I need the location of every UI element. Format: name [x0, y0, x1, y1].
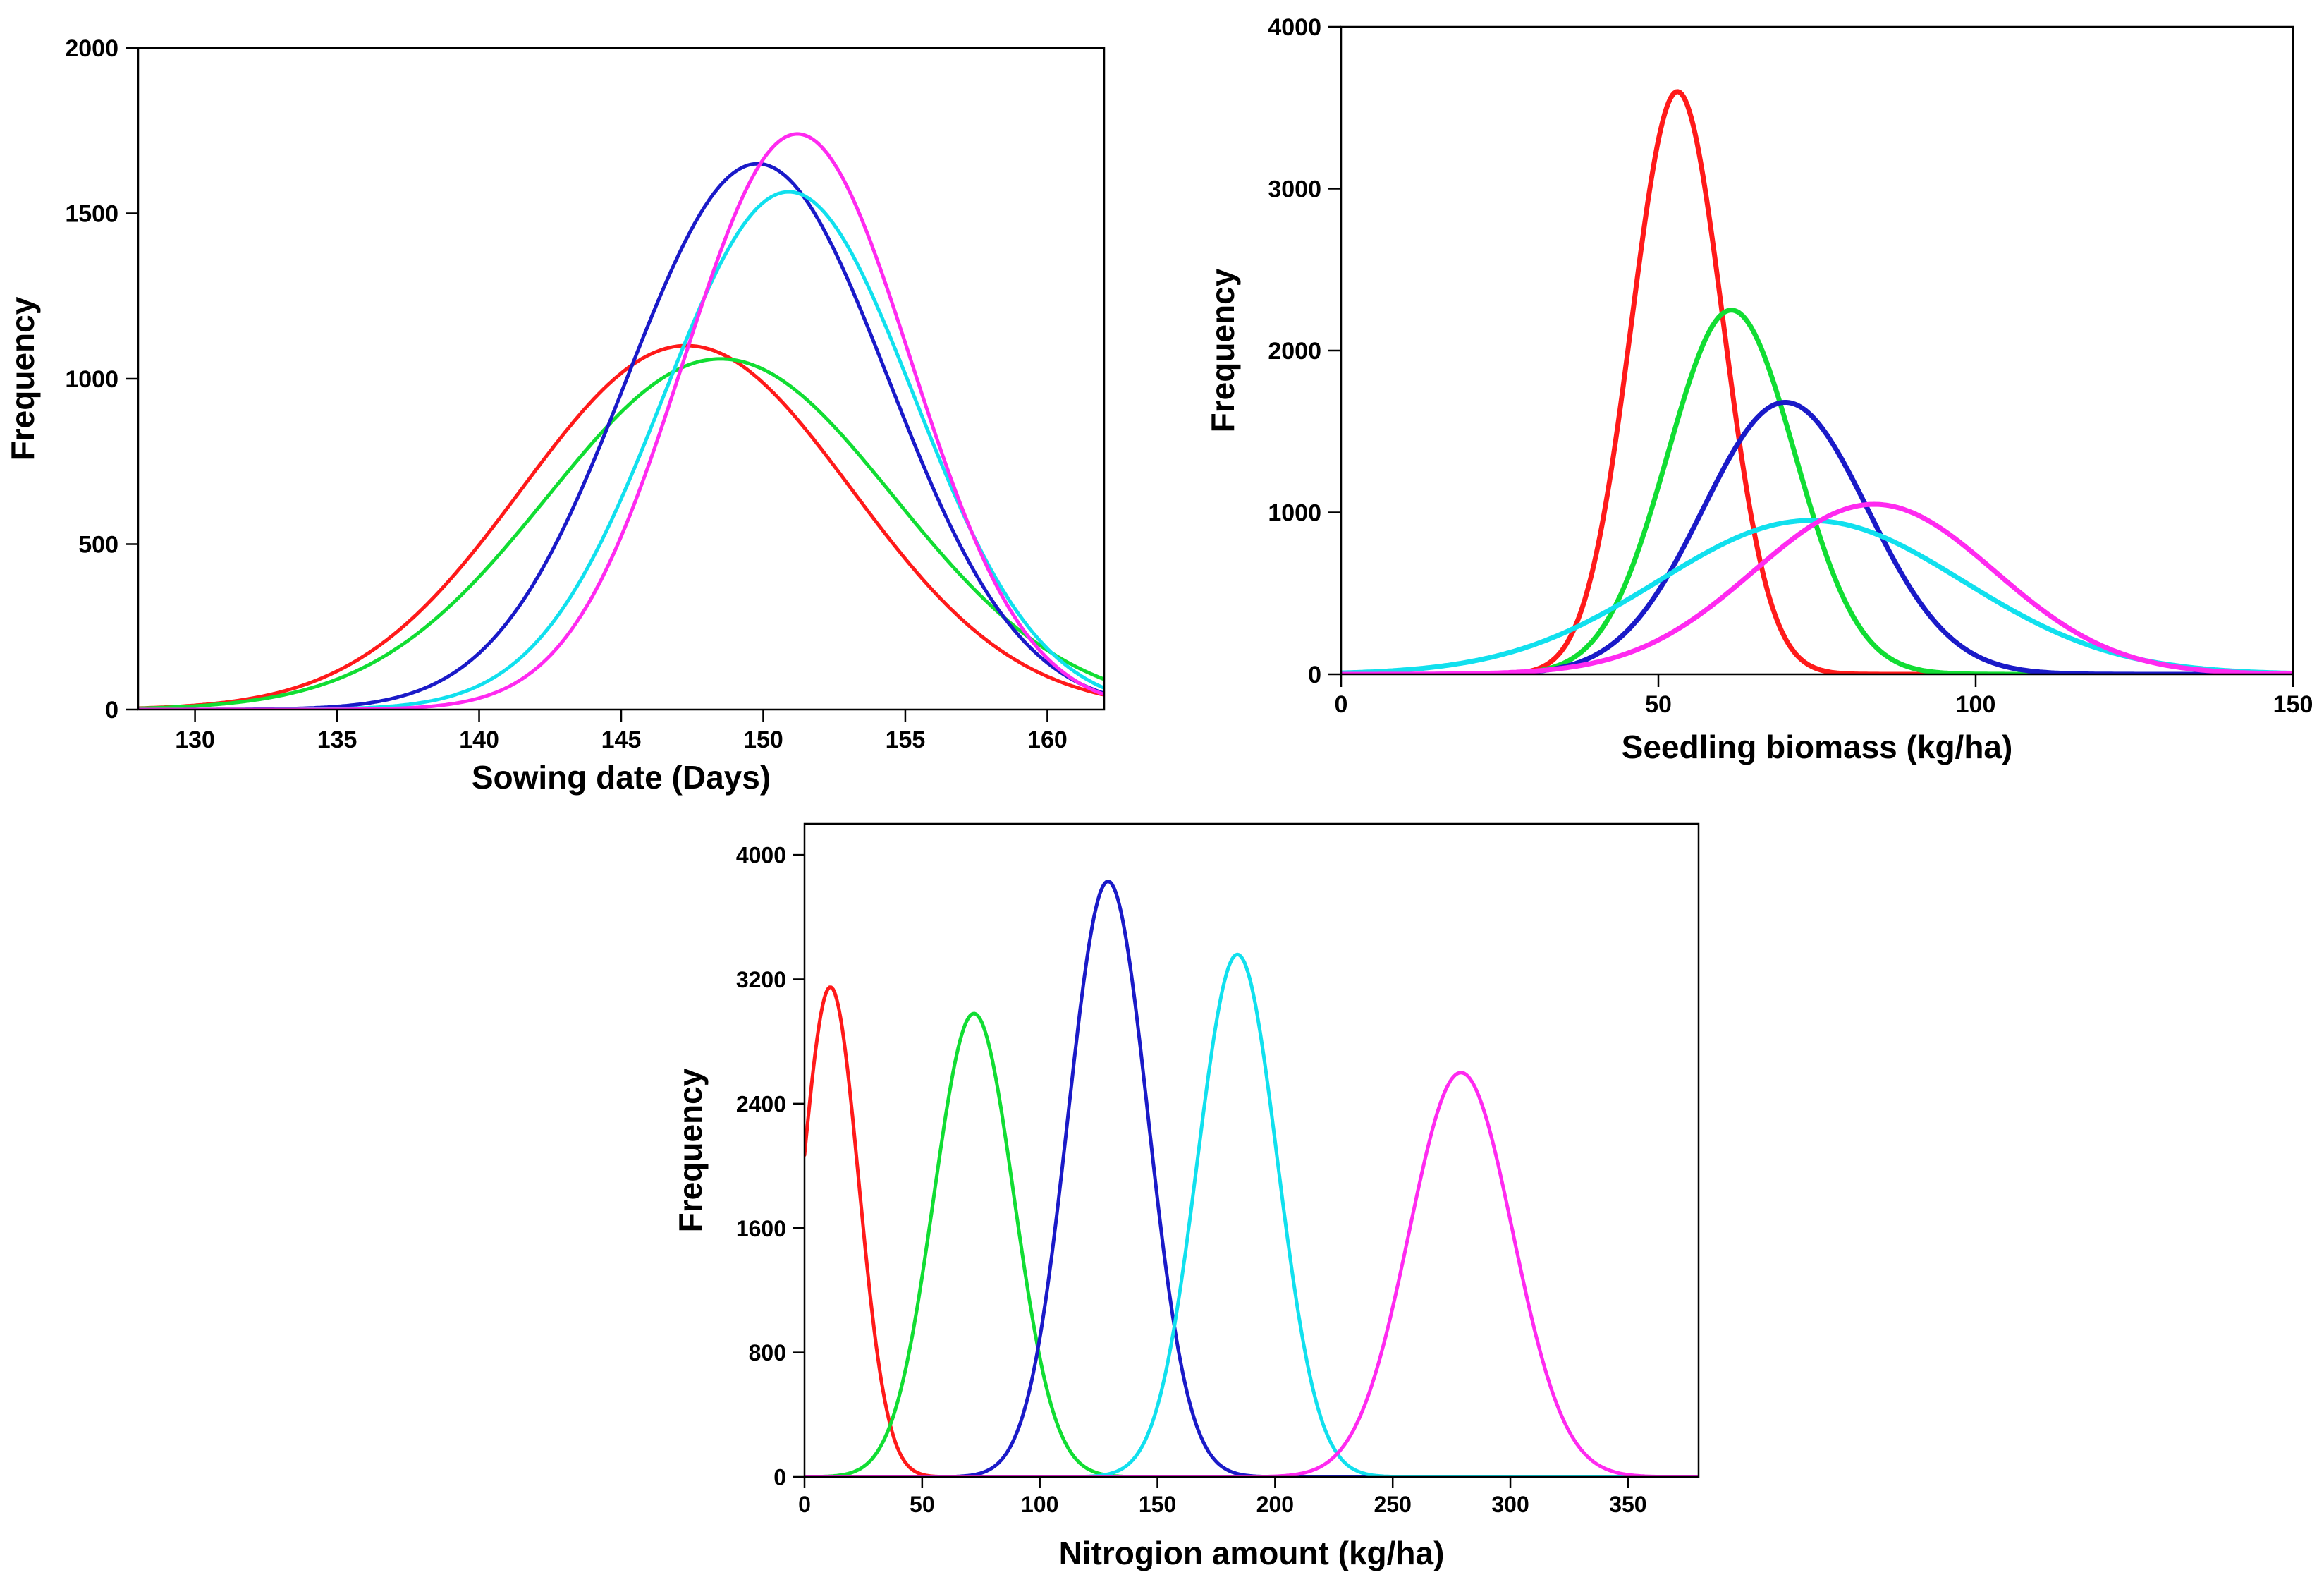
series-group — [138, 132, 1104, 710]
y-tick-label: 4000 — [736, 843, 786, 868]
y-tick-label: 2400 — [736, 1091, 786, 1116]
series-line-green — [1341, 308, 2293, 674]
series-line-green — [805, 1011, 1699, 1477]
plot-frame — [137, 47, 1106, 711]
x-tick-label: 250 — [1374, 1492, 1412, 1517]
y-tick-label: 0 — [1308, 662, 1321, 688]
x-tick-label: 50 — [1645, 691, 1672, 718]
series-line-magenta — [1341, 501, 2293, 674]
series-line-magenta — [805, 1071, 1699, 1477]
y-tick-label: 2000 — [1268, 338, 1321, 365]
series-group — [805, 880, 1699, 1477]
x-tick-label: 140 — [459, 726, 499, 753]
y-tick-label: 3000 — [1268, 176, 1321, 203]
y-tick-label: 500 — [78, 532, 118, 559]
x-tick-label: 160 — [1027, 726, 1068, 753]
y-axis-title: Frequency — [4, 296, 41, 461]
plot-frame — [803, 822, 1700, 1478]
series-line-cyan — [1341, 518, 2293, 674]
x-axis-title: Sowing date (Days) — [472, 759, 771, 796]
x-tick-label: 0 — [798, 1492, 811, 1517]
y-tick-label: 3200 — [736, 967, 786, 992]
x-tick-label: 100 — [1956, 691, 1996, 718]
series-line-blue — [1341, 400, 2293, 674]
plot-frame — [1340, 25, 2294, 676]
series-line-cyan — [138, 190, 1104, 710]
x-tick-label: 350 — [1609, 1492, 1646, 1517]
series-line-green — [138, 357, 1104, 710]
y-axis-title: Frequency — [1204, 268, 1241, 432]
x-tick-label: 0 — [1335, 691, 1348, 718]
x-tick-label: 200 — [1256, 1492, 1294, 1517]
series-line-magenta — [138, 132, 1104, 710]
y-axis-title: Frequency — [672, 1068, 709, 1232]
series-line-blue — [805, 880, 1699, 1477]
y-tick-label: 2000 — [65, 35, 118, 62]
series-line-red — [805, 985, 1699, 1477]
x-tick-label: 135 — [317, 726, 357, 753]
y-tick-label: 0 — [773, 1465, 786, 1490]
seedling-biomass-chart: 0 50 100 150 0 1000 2000 3000 4000 Seedling bioma… — [1204, 14, 2313, 765]
nitrogen-amount-chart: 0 50 100 150 200 250 300 350 0 800 1600 2400 3200 400… — [672, 822, 1700, 1571]
y-tick-label: 1000 — [65, 366, 118, 393]
series-line-blue — [138, 162, 1104, 710]
sowing-date-chart: 130 135 140 145 150 155 160 0 500 1000 1500 2000 Sow… — [4, 35, 1106, 796]
y-tick-label: 1000 — [1268, 500, 1321, 527]
x-tick-label: 50 — [910, 1492, 935, 1517]
x-tick-label: 155 — [886, 726, 926, 753]
x-tick-label: 150 — [743, 726, 783, 753]
x-tick-label: 150 — [1139, 1492, 1176, 1517]
y-tick-label: 800 — [749, 1340, 786, 1365]
series-line-red — [138, 343, 1104, 710]
x-axis-title: Seedling biomass (kg/ha) — [1622, 729, 2013, 765]
y-tick-label: 0 — [105, 697, 118, 724]
x-tick-label: 100 — [1021, 1492, 1058, 1517]
y-tick-label: 4000 — [1268, 14, 1321, 41]
x-tick-label: 150 — [2273, 691, 2313, 718]
series-group — [1341, 89, 2293, 674]
x-tick-label: 145 — [601, 726, 642, 753]
y-tick-label: 1500 — [65, 201, 118, 228]
x-axis-title: Nitrogion amount (kg/ha) — [1059, 1535, 1445, 1571]
series-line-cyan — [805, 952, 1699, 1477]
y-tick-label: 1600 — [736, 1216, 786, 1241]
x-tick-label: 130 — [175, 726, 215, 753]
series-line-red — [1341, 89, 2293, 674]
x-tick-label: 300 — [1491, 1492, 1529, 1517]
